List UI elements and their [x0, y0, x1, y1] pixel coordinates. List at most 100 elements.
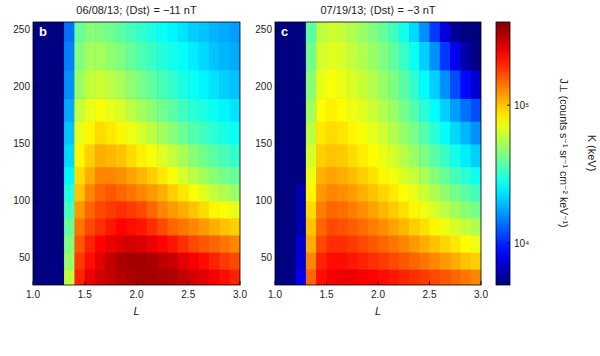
cell: [357, 98, 368, 121]
cell: [409, 201, 420, 219]
cell: [137, 41, 148, 70]
cell: [33, 201, 44, 219]
cell: [137, 269, 148, 285]
cell: [460, 167, 471, 185]
cell: [450, 41, 461, 70]
y-tick-label: 100: [13, 195, 30, 206]
cell: [419, 201, 430, 219]
cell: [306, 252, 317, 270]
cell: [230, 41, 240, 70]
cell: [419, 144, 430, 167]
cell: [430, 144, 441, 167]
y-tick-label: 50: [19, 252, 31, 263]
cell: [388, 269, 399, 285]
cell: [471, 98, 481, 121]
cell: [419, 41, 430, 70]
cell: [368, 144, 379, 167]
cell: [188, 22, 199, 42]
cell: [116, 184, 127, 202]
cell: [316, 184, 327, 202]
cell: [440, 167, 451, 185]
cell: [147, 167, 158, 185]
cell: [116, 70, 127, 99]
frame: [33, 22, 240, 285]
cell: [126, 70, 137, 99]
cell: [337, 70, 348, 99]
cell: [368, 184, 379, 202]
cell: [450, 144, 461, 167]
cells: [275, 22, 481, 285]
cell: [471, 41, 481, 70]
cell: [43, 121, 54, 144]
cell: [275, 98, 286, 121]
cell: [33, 144, 44, 167]
cell: [126, 235, 137, 253]
y-tick-label: 150: [255, 138, 272, 149]
cell: [95, 269, 106, 285]
y-tick: [275, 86, 279, 87]
cell: [157, 218, 168, 236]
cell: [306, 218, 317, 236]
cell: [199, 41, 210, 70]
cell: [147, 252, 158, 270]
cell: [471, 218, 481, 236]
x-tick-label: 1.5: [78, 289, 92, 300]
cell: [378, 41, 389, 70]
cell: [460, 144, 471, 167]
cell: [188, 184, 199, 202]
cell: [306, 121, 317, 144]
cell: [168, 167, 179, 185]
cell: [199, 201, 210, 219]
cell: [388, 201, 399, 219]
cell: [137, 201, 148, 219]
cell: [230, 184, 240, 202]
cell: [54, 235, 65, 253]
cell: [357, 201, 368, 219]
cell: [296, 269, 307, 285]
cell: [43, 201, 54, 219]
cell: [357, 167, 368, 185]
cell: [188, 41, 199, 70]
cell: [471, 269, 481, 285]
colorbar-tick-label: 10⁵: [514, 100, 529, 111]
cell: [95, 22, 106, 42]
cell: [105, 121, 116, 144]
cell: [74, 22, 85, 42]
cell: [230, 218, 240, 236]
cell: [199, 144, 210, 167]
cell: [157, 235, 168, 253]
y-tick-label: 250: [13, 24, 30, 35]
cell: [178, 252, 189, 270]
cell: [230, 252, 240, 270]
x-tick-label: 1.0: [268, 289, 282, 300]
cell: [440, 184, 451, 202]
cell: [85, 22, 96, 42]
cell: [388, 41, 399, 70]
cell: [399, 269, 410, 285]
cell: [188, 235, 199, 253]
cell: [419, 269, 430, 285]
cell: [409, 252, 420, 270]
cell: [188, 218, 199, 236]
cell: [378, 98, 389, 121]
cell: [64, 144, 75, 167]
cell: [199, 269, 210, 285]
cell: [430, 121, 441, 144]
cell: [95, 235, 106, 253]
cell: [54, 201, 65, 219]
cell: [327, 218, 338, 236]
cell: [327, 184, 338, 202]
cell: [209, 98, 220, 121]
cell: [368, 235, 379, 253]
cell: [43, 235, 54, 253]
cell: [64, 167, 75, 185]
cell: [126, 167, 137, 185]
cell: [43, 41, 54, 70]
cell: [199, 98, 210, 121]
cell: [188, 269, 199, 285]
x-tick-label: 2.5: [181, 289, 195, 300]
cell: [388, 218, 399, 236]
cell: [54, 269, 65, 285]
cell: [450, 98, 461, 121]
cell: [285, 167, 296, 185]
